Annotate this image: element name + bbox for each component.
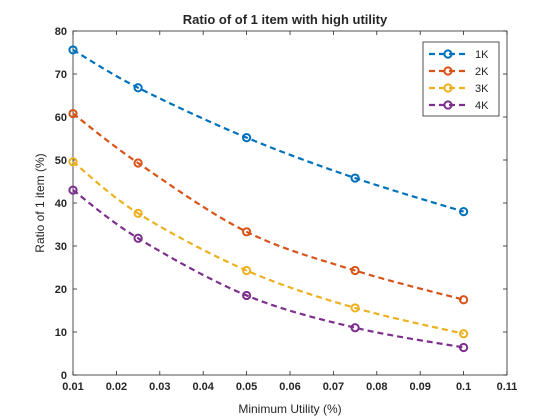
data-point-4K	[350, 323, 360, 333]
axis-ticks: 0.01 0.02 0.03 0.04 0.05 0.06 0.07 0.08 0.09 0.1 0…	[55, 26, 518, 393]
y-tick-label: 50	[55, 155, 67, 167]
y-axis-label: Ratio of 1 item (%)	[33, 153, 47, 252]
y-tick-label: 40	[55, 198, 67, 210]
data-point-1K	[133, 83, 143, 93]
legend-label-4K: 4K	[475, 100, 489, 112]
legend-label-1K: 1K	[475, 49, 489, 61]
x-tick-label: 0.06	[279, 381, 300, 393]
y-tick-label: 60	[55, 112, 67, 124]
legend-marker-4K	[443, 100, 453, 110]
legend-label-3K: 3K	[475, 83, 489, 95]
series-line-4K	[72, 189, 464, 349]
data-point-1K	[242, 133, 252, 143]
data-point-1K	[459, 207, 469, 217]
y-tick-label: 20	[55, 284, 67, 296]
y-tick-label: 10	[55, 327, 67, 339]
y-tick-label: 80	[55, 26, 67, 38]
x-tick-label: 0.08	[366, 381, 387, 393]
x-tick-label: 0.05	[236, 381, 257, 393]
data-point-1K	[350, 173, 360, 183]
data-point-3K	[68, 157, 78, 167]
legend-marker-1K	[443, 49, 453, 59]
data-point-4K	[459, 342, 469, 353]
y-tick-label: 30	[55, 241, 67, 253]
legend: 1K 2K 3K 4K	[422, 41, 500, 117]
data-point-2K	[350, 265, 360, 276]
series-line-3K	[72, 160, 464, 335]
legend-marker-3K	[443, 83, 453, 93]
data-point-3K	[459, 329, 469, 339]
y-tick-label: 0	[61, 370, 67, 382]
x-tick-label: 0.01	[62, 381, 83, 393]
x-tick-label: 0.04	[192, 381, 214, 393]
legend-marker-2K	[443, 66, 453, 76]
y-tick-label: 70	[55, 69, 67, 81]
series-line-1K	[72, 48, 464, 213]
data-point-3K	[242, 265, 252, 276]
x-tick-label: 0.02	[106, 381, 127, 393]
data-point-2K	[68, 108, 78, 119]
legend-label-2K: 2K	[475, 66, 489, 78]
series-line-2K	[72, 112, 464, 301]
x-tick-label: 0.1	[456, 381, 471, 393]
x-tick-label: 0.09	[409, 381, 430, 393]
series-lines	[68, 45, 469, 353]
data-point-4K	[242, 290, 252, 301]
data-point-1K	[68, 45, 78, 55]
chart-title: Ratio of of 1 item with high utility	[183, 12, 388, 27]
data-point-4K	[68, 185, 78, 195]
data-point-2K	[133, 158, 143, 168]
x-tick-label: 0.03	[149, 381, 170, 393]
x-axis-label: Minimum Utility (%)	[238, 402, 341, 416]
data-point-3K	[133, 208, 143, 218]
data-point-3K	[350, 303, 360, 313]
x-tick-label: 0.07	[323, 381, 344, 393]
data-point-2K	[459, 295, 469, 305]
data-point-2K	[242, 227, 252, 237]
x-tick-label: 0.11	[497, 381, 518, 393]
data-point-4K	[133, 233, 143, 243]
